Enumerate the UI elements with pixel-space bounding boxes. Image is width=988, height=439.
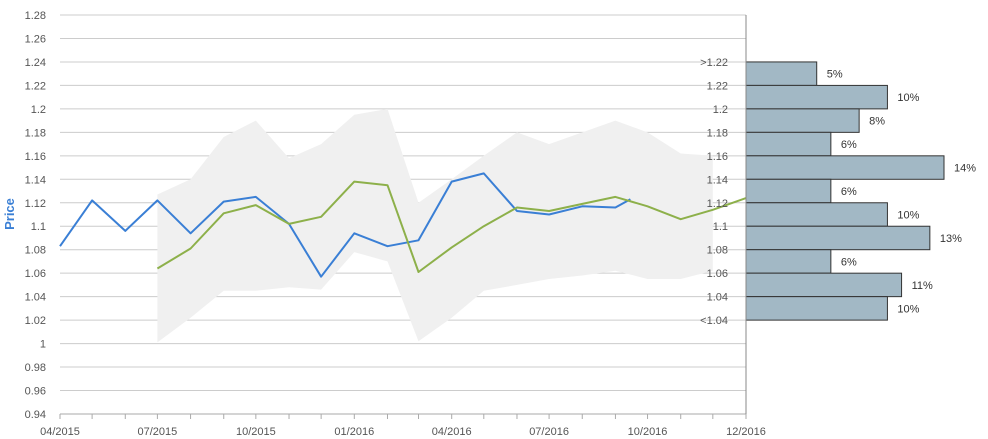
histogram-bar <box>745 202 888 227</box>
histogram-bin-label: 1.2 <box>713 104 728 116</box>
y-tick-label: 1.12 <box>25 198 46 210</box>
histogram-bin-label: 1.14 <box>707 174 728 186</box>
y-tick-label: 0.98 <box>25 362 46 374</box>
histogram-bin-label: 1.18 <box>707 127 728 139</box>
histogram-percent-label: 6% <box>841 186 857 198</box>
y-tick-label: 1.02 <box>25 315 46 327</box>
y-tick-label: 1.08 <box>25 245 46 257</box>
x-tick-label: 07/2016 <box>529 426 569 438</box>
histogram-percent-label: 11% <box>912 280 933 292</box>
y-tick-label: 1.22 <box>25 80 46 92</box>
y-tick-label: 0.94 <box>25 409 46 421</box>
histogram-bar <box>745 131 832 157</box>
histogram-bin-label: 1.1 <box>713 221 728 233</box>
histogram-percent-label: 5% <box>827 69 843 81</box>
series-lines <box>59 172 747 278</box>
y-tick-label: 0.96 <box>25 386 46 398</box>
histogram-bin-label: 1.08 <box>707 245 728 257</box>
y-tick-label: 1.06 <box>25 268 46 280</box>
histogram-bin-label: >1.22 <box>700 57 728 69</box>
histogram-bar <box>745 178 832 204</box>
histogram-bar <box>745 108 860 133</box>
y-tick-label: 1.26 <box>25 33 46 45</box>
histogram-bar <box>745 155 945 180</box>
histogram-bar <box>745 272 903 298</box>
axes: 0.94 0.96 0.98 1 1.02 1.04 1.06 1.08 1.1 1.12 1.14… <box>25 10 766 438</box>
y-tick-label: 1.18 <box>25 127 46 139</box>
histogram-bar <box>745 296 888 321</box>
histogram-percent-label: 6% <box>841 256 857 268</box>
y-tick-label: 1.2 <box>31 104 46 116</box>
forecast-band <box>157 108 713 343</box>
histogram-percent-label: 6% <box>841 139 857 151</box>
histogram-percent-label: 14% <box>954 163 976 175</box>
y-tick-label: 1.16 <box>25 151 46 163</box>
price-line <box>59 172 631 278</box>
histogram-percent-label: 13% <box>940 233 962 245</box>
histogram-bar <box>745 84 888 110</box>
histogram-bin-label: 1.06 <box>707 268 728 280</box>
histogram-bar <box>745 225 931 251</box>
x-tick-label: 01/2016 <box>334 426 374 438</box>
histogram-bin-label: <1.04 <box>700 315 728 327</box>
y-axis-title: Price <box>2 198 17 230</box>
histogram-bin-label: 1.12 <box>707 198 728 210</box>
forecast-line <box>156 180 747 273</box>
y-tick-label: 1.1 <box>31 221 46 233</box>
x-tick-label: 12/2016 <box>726 426 766 438</box>
histogram-percent-label: 10% <box>897 210 919 222</box>
histogram-percent-label: 10% <box>897 92 919 104</box>
histogram-bin-label: 1.16 <box>707 151 728 163</box>
y-tick-label: 1.24 <box>25 57 46 69</box>
histogram-bar <box>745 249 832 274</box>
x-tick-label: 04/2016 <box>432 426 472 438</box>
histogram-bin-label: 1.22 <box>707 80 728 92</box>
histogram-percent-label: 8% <box>869 116 885 128</box>
histogram-bar <box>745 61 818 86</box>
forecast-band-area <box>157 108 713 343</box>
x-tick-label: 10/2016 <box>628 426 668 438</box>
histogram-bin-label: 1.04 <box>707 292 728 304</box>
histogram-percent-label: 10% <box>897 303 919 315</box>
y-tick-label: 1.14 <box>25 174 46 186</box>
y-tick-label: 1.28 <box>25 10 46 22</box>
histogram: 5% 10% 8% 6% 14% 6% 10% 13% 6% 11% 10% <box>745 61 976 321</box>
x-tick-label: 10/2015 <box>236 426 276 438</box>
x-tick-label: 07/2015 <box>138 426 178 438</box>
x-tick-label: 04/2015 <box>40 426 80 438</box>
y-tick-label: 1.04 <box>25 292 46 304</box>
y-tick-label: 1 <box>40 339 46 351</box>
